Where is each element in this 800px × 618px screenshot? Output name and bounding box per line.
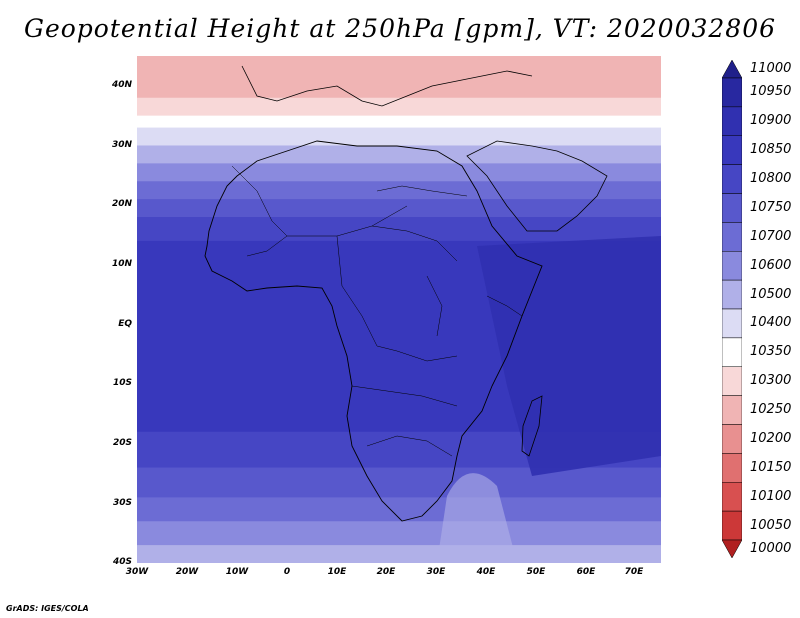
contour-band [137,115,661,129]
lon-label: 20W [175,567,199,577]
contour-band [137,217,661,242]
colorbar-level-label: 10150 [750,459,792,475]
arabia-coastline [466,140,608,232]
contour-band [137,127,661,146]
lat-label: 40S [112,557,132,567]
contour-band [137,163,661,182]
lon-label: 50E [526,567,546,577]
contour-band [137,181,661,200]
contour-band [137,545,661,563]
colorbar-level-label: 10600 [750,257,792,273]
colorbar-cell [722,279,742,310]
contour-band [137,56,661,99]
colorbar-cell [722,60,742,79]
colorbar-cell [722,308,742,339]
colorbar-level-label: 10850 [750,142,792,158]
lat-label: 30N [111,140,132,150]
madagascar-coastline [521,395,543,457]
colorbar-level-label: 10750 [750,199,792,215]
colorbar-cell [722,539,742,558]
colorbar-cell [722,222,742,252]
lat-label: 40N [111,80,132,90]
colorbar-cell [722,77,742,108]
colorbar-level-label: 10700 [750,228,792,244]
colorbar-level-label: 10050 [750,517,792,533]
colorbar-level-label: 10950 [750,84,792,100]
ridge-lobe [437,473,517,563]
colorbar-cell [722,164,742,194]
lon-label: 30E [426,567,446,577]
colorbar-cell [722,453,742,483]
colorbar-level-label: 10250 [750,402,792,418]
lon-label: 20E [376,567,396,577]
lat-label: 30S [112,498,132,508]
colorbar-level-label: 10000 [750,541,792,556]
geopotential-map [137,56,661,563]
contour-band [137,467,661,498]
lon-label: 0 [283,567,291,577]
lat-label: 20S [112,438,132,448]
lat-label: 10N [111,259,132,269]
colorbar [722,60,742,558]
colorbar-level-label: 10350 [750,344,792,360]
map-title: Geopotential Height at 250hPa [gpm], VT:… [23,14,777,43]
lon-label: 30W [125,567,149,577]
lon-label: 10E [327,567,347,577]
lon-label: 40E [476,567,496,577]
grads-credit: GrADS: IGES/COLA [6,604,89,613]
europe-coastline [241,65,533,107]
colorbar-cell [722,337,742,367]
contour-band [137,97,661,117]
lon-label: 70E [624,567,644,577]
colorbar-level-label: 10300 [750,373,792,389]
colorbar-level-label: 11000 [750,61,792,76]
high-height-region [477,236,661,476]
colorbar-cell [722,193,742,223]
colorbar-level-label: 10400 [750,315,792,331]
lat-label: 10S [112,378,132,388]
colorbar-level-label: 10100 [750,488,792,504]
country-borders [231,165,523,457]
contour-band [137,199,661,218]
colorbar-level-label: 10900 [750,113,792,129]
contour-band [137,521,661,546]
colorbar-level-label: 10800 [750,171,792,187]
colorbar-level-label: 10500 [750,286,792,302]
lat-label: EQ [118,319,132,329]
contour-band [137,145,661,164]
colorbar-cell [722,482,742,512]
colorbar-cell [722,251,742,281]
lon-label: 60E [576,567,596,577]
colorbar-level-label: 10200 [750,430,792,446]
africa-coastline [204,140,543,522]
lat-label: 20N [111,199,132,209]
lon-label: 10W [225,567,249,577]
colorbar-cell [722,395,742,425]
colorbar-cell [722,135,742,165]
colorbar-cell [722,510,742,541]
colorbar-cell [722,366,742,396]
colorbar-cell [722,424,742,454]
colorbar-cell [722,106,742,136]
